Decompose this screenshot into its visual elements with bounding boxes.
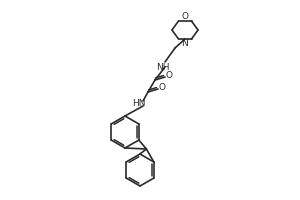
Text: NH: NH	[156, 64, 170, 72]
Text: O: O	[158, 84, 166, 92]
Text: O: O	[182, 12, 188, 21]
Text: N: N	[182, 38, 188, 47]
Text: O: O	[166, 72, 172, 80]
Text: HN: HN	[132, 99, 146, 108]
